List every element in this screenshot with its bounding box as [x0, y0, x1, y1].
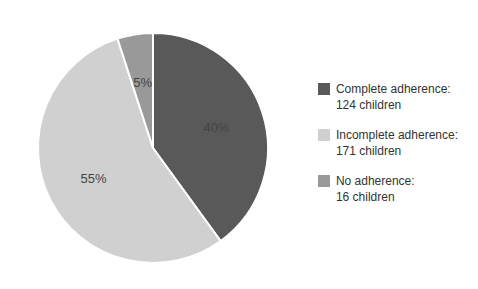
html-text:171 children: 171 children	[335, 144, 402, 158]
html-text:Incomplete adherence:: Incomplete adherence:	[335, 128, 458, 142]
svg-text:5%: 5%	[133, 75, 152, 90]
html-text:No adherence:: No adherence:	[335, 174, 415, 188]
html-text:Complete adherence:: Complete adherence:	[335, 82, 451, 96]
html-text:16 children: 16 children	[335, 190, 395, 204]
svg-text:40%: 40%	[203, 120, 229, 135]
html-text:124 children: 124 children	[335, 98, 402, 112]
svg-text:55%: 55%	[81, 171, 107, 186]
